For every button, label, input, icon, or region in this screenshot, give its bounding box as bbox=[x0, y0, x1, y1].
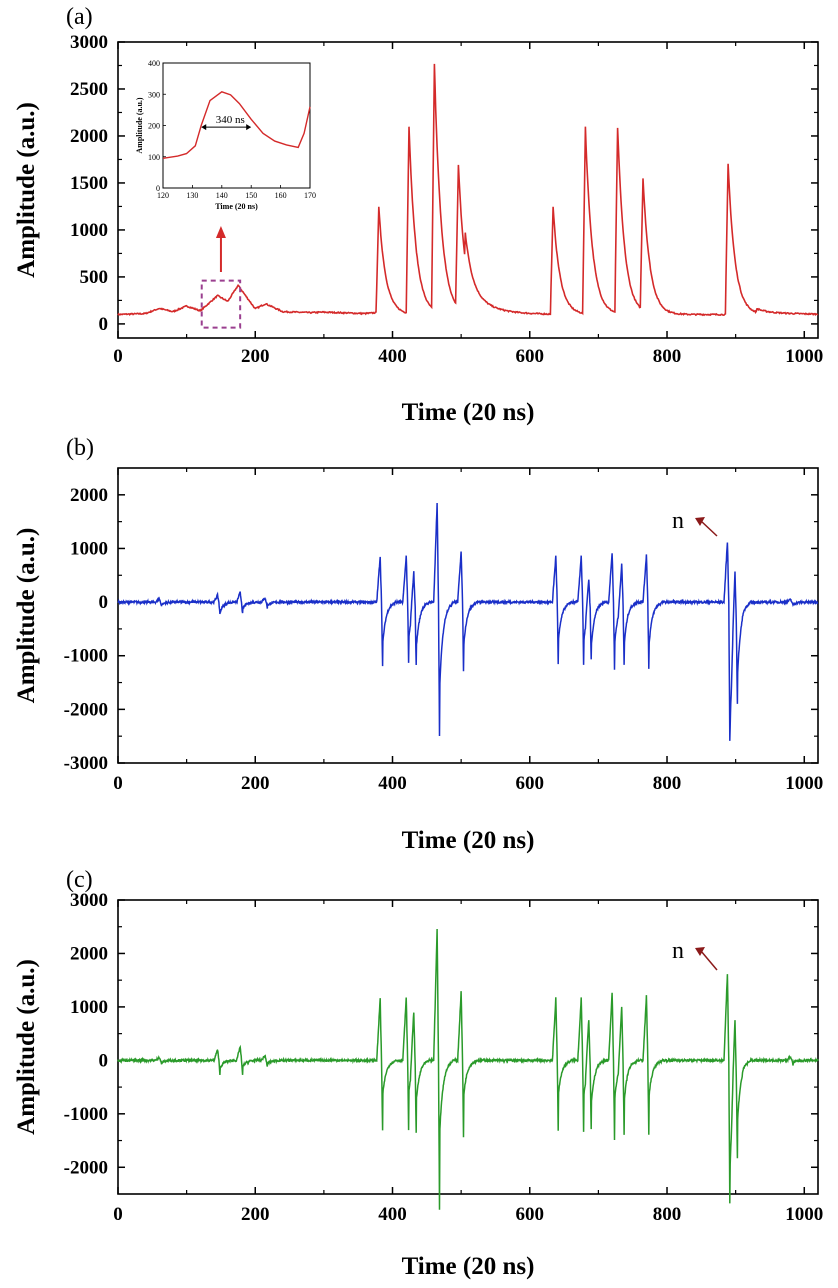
plot-frame bbox=[117, 41, 819, 339]
inset-y-tick-label: 0 bbox=[156, 184, 160, 193]
signal-line-blue bbox=[117, 502, 819, 741]
x-axis-title: Time (20 ns) bbox=[402, 827, 535, 854]
inset-arrow-right bbox=[246, 124, 252, 131]
x-tick-label: 200 bbox=[241, 346, 270, 367]
panel-a: 0 200 400 600 800 100005001000150020002500300… bbox=[13, 4, 823, 426]
x-tick-label: 400 bbox=[378, 346, 407, 367]
y-tick-label: 1000 bbox=[70, 997, 108, 1018]
x-tick-label: 1000 bbox=[785, 346, 823, 367]
x-tick-label: 0 bbox=[113, 773, 123, 794]
x-tick-label: 1000 bbox=[785, 773, 823, 794]
inset-x-title: Time (20 ns) bbox=[215, 202, 258, 211]
y-tick-label: 3000 bbox=[70, 890, 108, 911]
y-tick-label: -2000 bbox=[64, 1157, 108, 1178]
inset-annotation: 340 ns bbox=[216, 114, 245, 126]
x-tick-label: 800 bbox=[653, 346, 682, 367]
x-tick-label: 1000 bbox=[785, 1204, 823, 1225]
x-tick-label: 800 bbox=[653, 1204, 682, 1225]
x-tick-label: 600 bbox=[516, 773, 545, 794]
inset-signal-line bbox=[162, 91, 311, 159]
zoom-arrow-head bbox=[215, 226, 226, 238]
x-tick-label: 600 bbox=[516, 1204, 545, 1225]
y-tick-label: 2000 bbox=[70, 485, 108, 506]
inset-arrow-left bbox=[201, 124, 207, 131]
signal-line-red bbox=[117, 63, 819, 317]
y-tick-label: -3000 bbox=[64, 753, 108, 774]
inset-y-tick-label: 400 bbox=[148, 59, 160, 68]
y-axis-title: Amplitude (a.u.) bbox=[13, 959, 40, 1135]
y-tick-label: 0 bbox=[99, 1050, 109, 1071]
plot-frame bbox=[117, 899, 819, 1195]
inset-y-title: Amplitude (a.u.) bbox=[135, 97, 144, 154]
y-tick-label: 2000 bbox=[70, 943, 108, 964]
n-arrow-head bbox=[695, 947, 705, 956]
panel-label: (a) bbox=[66, 4, 93, 30]
y-tick-label: 0 bbox=[99, 314, 109, 335]
x-tick-label: 400 bbox=[378, 773, 407, 794]
inset-x-tick-label: 120 bbox=[157, 191, 169, 200]
y-tick-label: -2000 bbox=[64, 699, 108, 720]
inset: 120 130 140 150 160 170 0 100 200 300 400 Time (20 … bbox=[135, 59, 316, 211]
x-tick-label: 600 bbox=[516, 346, 545, 367]
inset-x-tick-label: 170 bbox=[304, 191, 316, 200]
y-tick-label: 3000 bbox=[70, 32, 108, 53]
inset-x-tick-label: 150 bbox=[245, 191, 257, 200]
y-tick-label: 1000 bbox=[70, 220, 108, 241]
inset-x-tick-label: 130 bbox=[186, 191, 198, 200]
signal-line-green bbox=[117, 928, 819, 1210]
x-tick-label: 800 bbox=[653, 773, 682, 794]
inset-y-tick-label: 200 bbox=[148, 122, 160, 131]
y-tick-label: 1500 bbox=[70, 173, 108, 194]
y-tick-label: -1000 bbox=[64, 1104, 108, 1125]
y-tick-label: 2000 bbox=[70, 126, 108, 147]
panel-label: (c) bbox=[66, 867, 93, 893]
x-axis-title: Time (20 ns) bbox=[402, 399, 535, 426]
x-tick-label: 0 bbox=[113, 1204, 123, 1225]
panel-label: (b) bbox=[66, 435, 94, 461]
n-annotation: n bbox=[672, 508, 684, 534]
n-annotation: n bbox=[672, 938, 684, 964]
x-tick-label: 0 bbox=[113, 346, 123, 367]
y-tick-label: 1000 bbox=[70, 538, 108, 559]
x-tick-label: 400 bbox=[378, 1204, 407, 1225]
y-tick-label: 500 bbox=[80, 267, 109, 288]
y-tick-label: -1000 bbox=[64, 646, 108, 667]
y-tick-label: 0 bbox=[99, 592, 109, 613]
n-arrow bbox=[700, 950, 718, 971]
inset-x-tick-label: 160 bbox=[275, 191, 287, 200]
plot-frame bbox=[117, 467, 819, 764]
n-arrow-head bbox=[695, 517, 705, 526]
panel-c: 0 200 400 600 800 1000 -2000 -1000 0 1000 2000 3000… bbox=[13, 867, 823, 1280]
panel-b: 0 200 400 600 800 1000 -3000 -2000 -1000 0 1000 200… bbox=[13, 435, 823, 854]
y-tick-label: 2500 bbox=[70, 79, 108, 100]
y-axis-title: Amplitude (a.u.) bbox=[13, 528, 40, 704]
x-axis-title: Time (20 ns) bbox=[402, 1253, 535, 1280]
inset-x-tick-label: 140 bbox=[216, 191, 228, 200]
x-tick-label: 200 bbox=[241, 1204, 270, 1225]
inset-frame bbox=[162, 62, 311, 189]
y-axis-title: Amplitude (a.u.) bbox=[13, 102, 40, 278]
inset-y-tick-label: 300 bbox=[148, 90, 160, 99]
n-arrow bbox=[700, 520, 718, 537]
zoom-box bbox=[200, 279, 242, 329]
x-tick-label: 200 bbox=[241, 773, 270, 794]
inset-y-tick-label: 100 bbox=[148, 153, 160, 162]
